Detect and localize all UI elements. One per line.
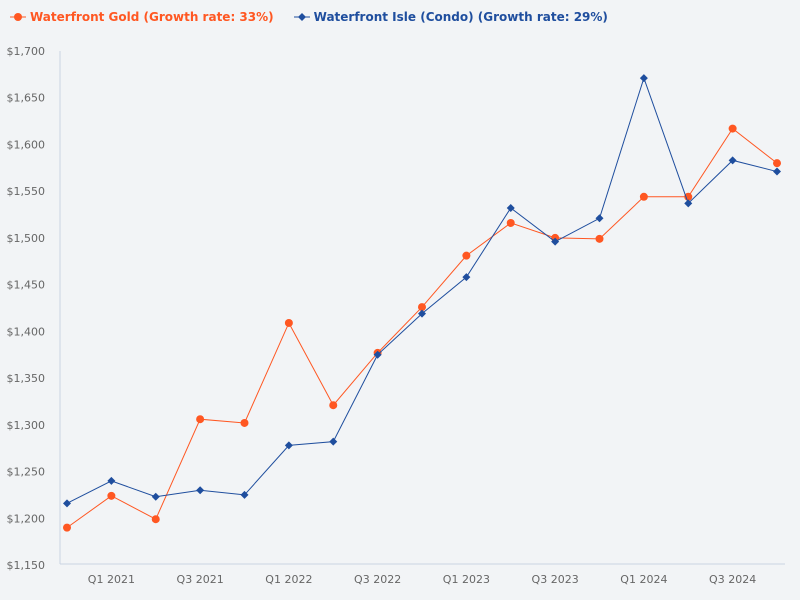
- legend: Waterfront Gold (Growth rate: 33%) Water…: [10, 10, 608, 24]
- data-point: [728, 124, 737, 133]
- data-point: [107, 476, 116, 485]
- legend-label-gold: Waterfront Gold (Growth rate: 33%): [30, 10, 274, 24]
- y-tick-label: $1,300: [7, 419, 46, 432]
- data-point: [151, 515, 160, 524]
- data-point: [240, 418, 249, 427]
- y-tick-label: $1,650: [7, 92, 46, 105]
- data-point: [462, 273, 471, 282]
- data-point: [728, 156, 737, 165]
- data-point: [773, 167, 781, 176]
- data-point: [595, 234, 604, 243]
- data-point: [595, 214, 604, 223]
- legend-item-gold[interactable]: Waterfront Gold (Growth rate: 33%): [10, 10, 274, 24]
- x-tick-label: Q3 2023: [532, 573, 579, 586]
- data-point: [551, 237, 560, 246]
- data-point: [196, 415, 205, 424]
- y-tick-label: $1,700: [7, 45, 46, 58]
- data-point: [329, 437, 338, 446]
- legend-item-isle[interactable]: Waterfront Isle (Condo) (Growth rate: 29…: [293, 10, 608, 24]
- x-tick-label: Q3 2022: [354, 573, 401, 586]
- data-point: [240, 490, 249, 499]
- y-tick-label: $1,250: [7, 466, 46, 479]
- y-tick-label: $1,600: [7, 138, 46, 151]
- data-point: [684, 199, 693, 208]
- legend-label-isle: Waterfront Isle (Condo) (Growth rate: 29…: [313, 10, 608, 24]
- circle-marker-icon: [10, 13, 26, 21]
- x-tick-label: Q3 2021: [177, 573, 224, 586]
- x-tick-label: Q1 2024: [620, 573, 667, 586]
- data-point: [639, 74, 648, 83]
- x-tick-label: Q1 2023: [443, 573, 490, 586]
- x-tick-label: Q3 2024: [709, 573, 756, 586]
- series-line-0: [66, 127, 778, 529]
- data-point: [639, 192, 648, 201]
- data-point: [373, 350, 382, 359]
- y-tick-label: $1,450: [7, 279, 46, 292]
- data-point: [418, 309, 426, 318]
- y-tick-label: $1,500: [7, 232, 46, 245]
- data-point: [773, 159, 781, 168]
- data-point: [284, 318, 293, 327]
- data-point: [462, 251, 471, 260]
- data-point: [107, 491, 116, 500]
- data-point: [418, 303, 426, 312]
- data-point: [506, 218, 515, 227]
- y-tick-label: $1,400: [7, 325, 46, 338]
- series-line-1: [66, 76, 778, 504]
- data-point: [329, 401, 338, 410]
- data-point: [196, 486, 205, 495]
- y-tick-label: $1,200: [7, 512, 46, 525]
- y-tick-label: $1,350: [7, 372, 46, 385]
- x-tick-label: Q1 2022: [265, 573, 312, 586]
- y-tick-label: $1,150: [7, 559, 46, 572]
- x-tick-label: Q1 2021: [88, 573, 135, 586]
- data-point: [284, 441, 293, 450]
- data-point: [506, 204, 515, 213]
- data-point: [63, 523, 71, 532]
- data-point: [63, 499, 71, 508]
- diamond-marker-icon: [293, 13, 310, 21]
- data-point: [151, 492, 160, 501]
- y-tick-label: $1,550: [7, 185, 46, 198]
